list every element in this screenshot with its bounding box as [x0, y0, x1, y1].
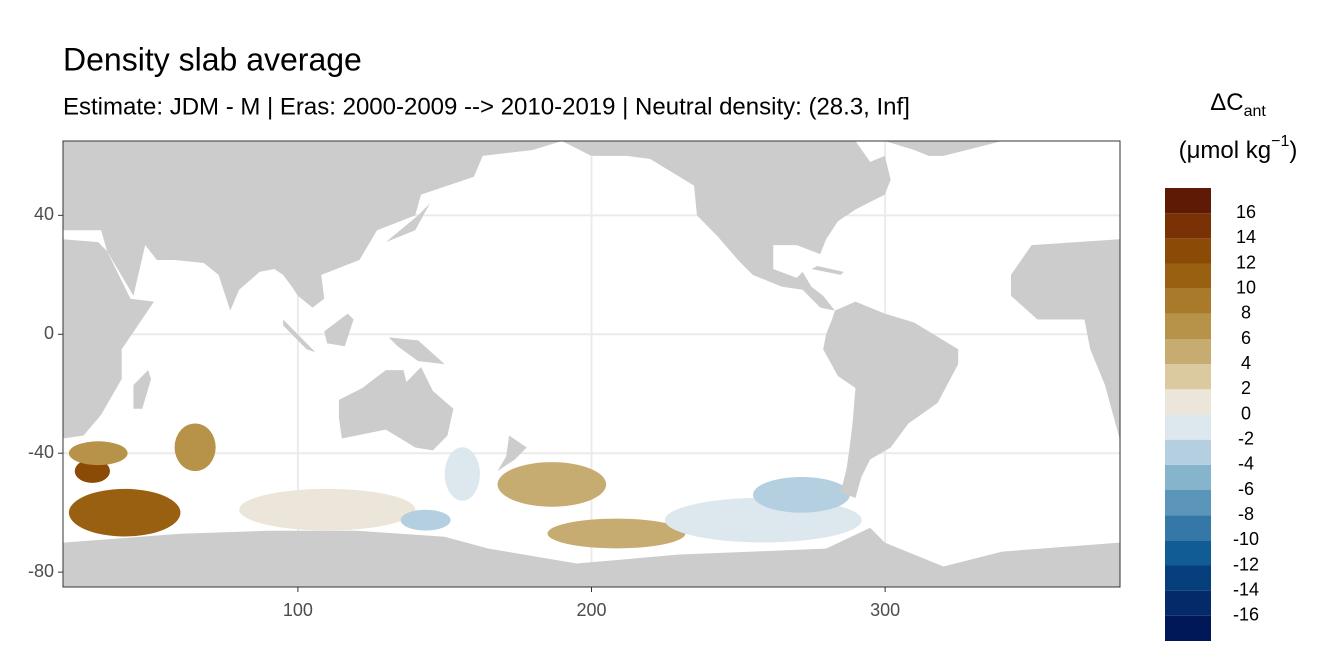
region: [400, 509, 451, 531]
cuba: [811, 265, 844, 275]
australia: [338, 367, 454, 451]
legend-title: ΔCant: [1210, 89, 1266, 120]
legend-swatch: [1165, 540, 1211, 566]
greenland: [884, 141, 1003, 156]
antarctica: [63, 527, 1120, 588]
eurasia: [63, 141, 562, 311]
chart-subtitle: Estimate: JDM - M | Eras: 2000-2009 --> …: [63, 93, 910, 120]
legend-swatch: [1165, 339, 1211, 365]
y-tick-label: -40: [28, 442, 54, 462]
region: [68, 488, 181, 537]
region: [547, 518, 686, 549]
africa-east: [63, 239, 154, 439]
region: [444, 447, 480, 501]
legend-swatch: [1165, 464, 1211, 490]
legend-swatch: [1165, 213, 1211, 239]
legend-swatch: [1165, 263, 1211, 289]
legend-unit-end: ): [1289, 137, 1297, 164]
legend-swatch: [1165, 364, 1211, 390]
legend-label: -4: [1238, 454, 1254, 474]
legend-swatch: [1165, 414, 1211, 440]
land: [63, 141, 1120, 588]
legend-label: 2: [1241, 378, 1251, 398]
x-tick-label: 200: [576, 600, 606, 620]
legend-swatch: [1165, 188, 1211, 214]
region: [497, 462, 607, 507]
legend-swatch: [1165, 313, 1211, 339]
legend-unit-text: (μmol kg: [1179, 137, 1272, 164]
x-tick-label: 100: [283, 600, 313, 620]
north-america: [561, 141, 891, 311]
legend-unit-sup: −1: [1271, 133, 1289, 150]
y-tick-label: -80: [28, 561, 54, 581]
new-guinea: [388, 337, 445, 365]
legend-label: 6: [1241, 328, 1251, 348]
madagascar: [133, 370, 152, 409]
y-tick-label: 0: [44, 323, 54, 343]
south-america: [823, 301, 959, 499]
legend-swatch: [1165, 515, 1211, 541]
region: [68, 441, 128, 466]
legend-title-main: ΔC: [1210, 89, 1243, 116]
legend-label: 10: [1236, 277, 1256, 297]
legend-swatch: [1165, 590, 1211, 616]
legend-unit: (μmol kg−1): [1179, 133, 1298, 164]
region: [752, 476, 850, 513]
legend-title-sub: ant: [1244, 103, 1267, 120]
legend-swatch: [1165, 490, 1211, 516]
chart-title: Density slab average: [63, 41, 362, 77]
legend: -16 -14 -12 -10 -8 -6 -4 -2 0 2 4 6 8 10 12 14 16: [1165, 188, 1259, 641]
legend-label: 16: [1236, 202, 1256, 222]
axes: 100 200 300 -80 -40 0 40: [28, 204, 900, 620]
africa-west: [1011, 239, 1120, 439]
legend-label: -14: [1233, 579, 1259, 599]
region: [74, 459, 110, 483]
legend-swatch: [1165, 439, 1211, 465]
legend-label: 14: [1236, 227, 1256, 247]
legend-label: -2: [1238, 428, 1254, 448]
legend-swatch: [1165, 565, 1211, 591]
legend-label: -8: [1238, 504, 1254, 524]
legend-label: -10: [1233, 529, 1259, 549]
legend-swatch: [1165, 238, 1211, 264]
regions: [68, 423, 862, 549]
region: [239, 488, 416, 531]
legend-label: 4: [1241, 353, 1251, 373]
y-tick-label: 40: [34, 204, 54, 224]
legend-swatch: [1165, 288, 1211, 314]
legend-swatch: [1165, 615, 1211, 641]
new-zealand: [497, 435, 527, 472]
borneo: [324, 313, 354, 347]
legend-label: 0: [1241, 403, 1251, 423]
region: [174, 423, 216, 472]
legend-swatch: [1165, 389, 1211, 415]
x-tick-label: 300: [870, 600, 900, 620]
legend-label: 12: [1236, 252, 1256, 272]
legend-label: 8: [1241, 303, 1251, 323]
legend-label: -12: [1233, 554, 1259, 574]
legend-label: -16: [1233, 605, 1259, 625]
legend-label: -6: [1238, 479, 1254, 499]
